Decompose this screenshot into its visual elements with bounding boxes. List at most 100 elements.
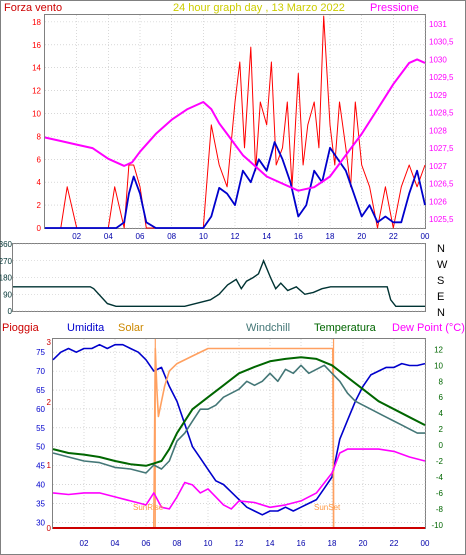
rain-label: Pioggia bbox=[2, 322, 40, 334]
chart3-series-temperature bbox=[52, 356, 426, 467]
chart1-right-tick: 1027 bbox=[429, 162, 447, 171]
chart1-right-tick: 1030 bbox=[429, 55, 447, 64]
chart3-left-tick: 55 bbox=[36, 424, 45, 433]
chart2-plot-area bbox=[12, 243, 426, 312]
chart1-title: 24 hour graph day , 13 Marzo 2022 bbox=[173, 2, 345, 14]
chart1-ticks: 02 04 06 08 10 12 14 16 18 20 22 000246810121416181… bbox=[32, 18, 454, 241]
chart2-compass-label: W bbox=[437, 259, 448, 271]
chart3-right-tick: -4 bbox=[436, 473, 444, 482]
chart3-x-tick: 04 bbox=[111, 539, 120, 548]
chart1-x-tick: 08 bbox=[167, 232, 176, 241]
chart3-right-tick: 2 bbox=[439, 425, 444, 434]
chart1-left-tick: 6 bbox=[37, 155, 42, 164]
chart1-x-tick: 04 bbox=[104, 232, 113, 241]
chart1-x-tick: 22 bbox=[389, 232, 398, 241]
chart1-series-pressure bbox=[44, 58, 426, 192]
solar-label: Solar bbox=[118, 322, 144, 334]
chart1-plot-area bbox=[44, 14, 426, 229]
chart3-rain-tick: 1 bbox=[47, 461, 52, 470]
chart1-left-tick: 2 bbox=[37, 201, 42, 210]
chart3-x-tick: 22 bbox=[390, 539, 399, 548]
chart1-right-tick: 1030,5 bbox=[429, 38, 454, 47]
chart3-x-tick: 02 bbox=[80, 539, 89, 548]
humidity-label: Umidita bbox=[67, 322, 105, 334]
chart1-right-tick: 1025,5 bbox=[429, 215, 454, 224]
chart1-x-tick: 10 bbox=[199, 232, 208, 241]
chart2-compass-label: E bbox=[437, 291, 444, 303]
sunset-label: SunSet bbox=[314, 503, 341, 512]
chart1-right-tick: 1029 bbox=[429, 91, 447, 100]
chart3-left-tick: 40 bbox=[36, 481, 45, 490]
chart3-x-tick: 12 bbox=[235, 539, 244, 548]
chart3-series bbox=[52, 343, 426, 529]
chart3-x-tick: 00 bbox=[421, 539, 430, 548]
windchill-label: Windchill bbox=[246, 322, 290, 334]
chart2-left-tick: 270 bbox=[0, 257, 13, 266]
wind-axis-label: Forza vento bbox=[4, 2, 62, 14]
chart2-left-tick: 90 bbox=[3, 290, 12, 299]
chart2-left-tick: 360 bbox=[0, 240, 13, 249]
chart1-left-tick: 14 bbox=[32, 64, 41, 73]
chart3-right-tick: 6 bbox=[439, 393, 444, 402]
chart1-x-tick: 14 bbox=[262, 232, 271, 241]
chart3-x-tick: 06 bbox=[142, 539, 151, 548]
chart3-right-tick: -6 bbox=[436, 489, 444, 498]
chart3-left-tick: 70 bbox=[36, 367, 45, 376]
chart3-x-tick: 16 bbox=[297, 539, 306, 548]
chart3-left-tick: 35 bbox=[36, 499, 45, 508]
chart3-x-tick: 10 bbox=[204, 539, 213, 548]
sunrise-label: SunRise bbox=[133, 503, 164, 512]
chart1-series bbox=[44, 15, 426, 229]
chart2-left-tick: 0 bbox=[8, 307, 13, 316]
chart3-ticks: 02 04 06 08 10 12 14 16 18 20 22 003035404550556065… bbox=[36, 338, 443, 548]
chart1-x-tick: 18 bbox=[326, 232, 335, 241]
chart3-x-tick: 18 bbox=[328, 539, 337, 548]
chart1-x-tick: 00 bbox=[421, 232, 430, 241]
chart1-series-gust_blue bbox=[45, 141, 426, 229]
dewpoint-label: Dew Point (°C) bbox=[392, 322, 465, 334]
chart2-left-tick: 180 bbox=[0, 274, 13, 283]
chart3-x-tick: 20 bbox=[359, 539, 368, 548]
temperature-label: Temperatura bbox=[314, 322, 377, 334]
chart3-left-tick: 65 bbox=[36, 386, 45, 395]
chart1-right-tick: 1027,5 bbox=[429, 144, 454, 153]
chart1-x-tick: 02 bbox=[72, 232, 81, 241]
chart3-right-tick: 0 bbox=[439, 441, 444, 450]
chart2-compass-label: N bbox=[437, 307, 445, 319]
chart1-x-tick: 06 bbox=[136, 232, 145, 241]
chart1-right-tick: 1026,5 bbox=[429, 180, 454, 189]
chart3-right-tick: -10 bbox=[431, 521, 443, 530]
chart3-right-tick: 10 bbox=[434, 361, 443, 370]
chart3-series-windchill bbox=[52, 364, 425, 474]
chart3-rain-tick: 0 bbox=[47, 524, 52, 533]
chart3-right-tick: 12 bbox=[434, 345, 443, 354]
chart3-left-tick: 75 bbox=[36, 348, 45, 357]
chart1-left-tick: 12 bbox=[32, 87, 41, 96]
chart3-left-tick: 60 bbox=[36, 405, 45, 414]
chart3-right-tick: -8 bbox=[436, 505, 444, 514]
chart1-x-tick: 20 bbox=[357, 232, 366, 241]
chart1-left-tick: 16 bbox=[32, 41, 41, 50]
chart1-right-tick: 1026 bbox=[429, 197, 447, 206]
chart3-right-tick: 4 bbox=[439, 409, 444, 418]
chart3-x-tick: 08 bbox=[173, 539, 182, 548]
chart3-left-tick: 50 bbox=[36, 443, 45, 452]
chart3-rain-tick: 2 bbox=[47, 398, 52, 407]
chart2-compass-label: N bbox=[437, 243, 445, 255]
chart3-series-dewpoint bbox=[52, 448, 426, 510]
pressure-axis-label: Pressione bbox=[370, 2, 419, 14]
chart1-right-tick: 1031 bbox=[429, 20, 447, 29]
chart3-left-tick: 30 bbox=[36, 518, 45, 527]
chart2-series-direction bbox=[13, 258, 425, 307]
chart3-right-tick: 8 bbox=[439, 377, 444, 386]
chart1-left-tick: 8 bbox=[37, 132, 42, 141]
chart1-right-tick: 1029,5 bbox=[429, 73, 454, 82]
chart1-x-tick: 12 bbox=[231, 232, 240, 241]
chart2-series bbox=[13, 258, 425, 307]
chart3-series-solar bbox=[53, 347, 425, 529]
chart3-x-tick: 14 bbox=[266, 539, 275, 548]
chart1-x-tick: 16 bbox=[294, 232, 303, 241]
chart3-series-humidity bbox=[52, 343, 426, 516]
